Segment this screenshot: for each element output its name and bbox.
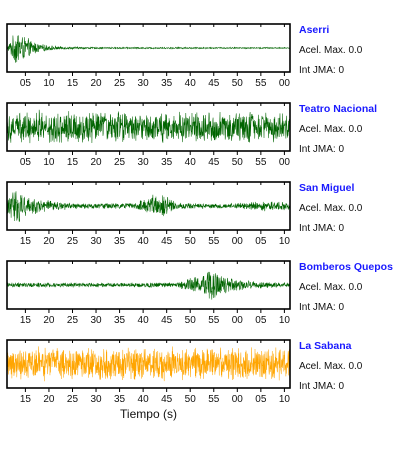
x-tick-label: 30 bbox=[138, 78, 150, 89]
x-tick-label: 05 bbox=[20, 157, 32, 168]
x-tick-label: 50 bbox=[185, 315, 197, 326]
x-tick-label: 00 bbox=[279, 157, 291, 168]
max-accel-label: Acel. Max. 0.0 bbox=[299, 282, 363, 293]
x-tick-label: 20 bbox=[43, 315, 55, 326]
x-tick-label: 40 bbox=[185, 78, 197, 89]
waveform-trace-1 bbox=[6, 35, 291, 63]
x-tick-label: 15 bbox=[20, 315, 32, 326]
panel-frame-4 bbox=[6, 260, 291, 310]
x-tick-label: 00 bbox=[232, 236, 244, 247]
x-tick-label: 20 bbox=[43, 394, 55, 405]
x-tick-label: 10 bbox=[279, 236, 291, 247]
x-tick-label: 55 bbox=[255, 157, 267, 168]
max-accel-label: Acel. Max. 0.0 bbox=[299, 361, 363, 372]
jma-intensity-label: Int JMA: 0 bbox=[299, 381, 344, 392]
x-tick-label: 05 bbox=[255, 315, 267, 326]
station-name: Aserri bbox=[299, 24, 329, 36]
waveform-trace-2 bbox=[6, 109, 291, 144]
x-tick-label: 30 bbox=[138, 157, 150, 168]
x-tick-label: 55 bbox=[208, 236, 220, 247]
x-tick-label: 50 bbox=[232, 157, 244, 168]
x-tick-label: 50 bbox=[185, 236, 197, 247]
x-tick-label: 05 bbox=[255, 236, 267, 247]
x-tick-label: 35 bbox=[114, 315, 126, 326]
x-tick-label: 55 bbox=[208, 315, 220, 326]
x-tick-label: 40 bbox=[138, 315, 150, 326]
x-tick-label: 50 bbox=[232, 78, 244, 89]
x-tick-label: 15 bbox=[67, 157, 79, 168]
x-tick-label: 35 bbox=[114, 394, 126, 405]
x-tick-label: 55 bbox=[208, 394, 220, 405]
panel-frame-5 bbox=[6, 339, 291, 389]
waveform-trace-3 bbox=[6, 191, 291, 222]
x-tick-label: 30 bbox=[90, 315, 102, 326]
x-tick-label: 20 bbox=[90, 78, 102, 89]
station-name: San Miguel bbox=[299, 182, 355, 194]
x-tick-label: 30 bbox=[90, 236, 102, 247]
station-name: La Sabana bbox=[299, 340, 352, 352]
x-tick-label: 20 bbox=[43, 236, 55, 247]
x-tick-label: 25 bbox=[114, 78, 126, 89]
x-tick-label: 45 bbox=[161, 394, 173, 405]
x-tick-label: 10 bbox=[43, 78, 55, 89]
station-name: Bomberos Quepos bbox=[299, 261, 393, 273]
max-accel-label: Acel. Max. 0.0 bbox=[299, 124, 363, 135]
x-tick-label: 10 bbox=[279, 394, 291, 405]
station-name: Teatro Nacional bbox=[299, 103, 377, 115]
x-tick-label: 40 bbox=[138, 394, 150, 405]
x-tick-label: 25 bbox=[67, 315, 79, 326]
x-tick-label: 10 bbox=[279, 315, 291, 326]
panel-5: 15 20 25 30 35 40 45 50 55 00 05 10 La Sabana Acel. M… bbox=[6, 339, 363, 405]
panel-3: 15 20 25 30 35 40 45 50 55 00 05 10 San Miguel Acel. … bbox=[6, 181, 363, 247]
x-tick-label: 45 bbox=[208, 78, 220, 89]
x-tick-label: 25 bbox=[67, 394, 79, 405]
x-tick-label: 05 bbox=[255, 394, 267, 405]
x-tick-label: 45 bbox=[208, 157, 220, 168]
x-tick-label: 40 bbox=[138, 236, 150, 247]
jma-intensity-label: Int JMA: 0 bbox=[299, 65, 344, 76]
x-tick-label: 45 bbox=[161, 315, 173, 326]
x-tick-label: 05 bbox=[20, 78, 32, 89]
panel-frame-3 bbox=[6, 181, 291, 231]
x-tick-label: 30 bbox=[90, 394, 102, 405]
waveform-trace-4 bbox=[6, 271, 291, 300]
x-tick-label: 00 bbox=[232, 315, 244, 326]
x-tick-label: 15 bbox=[20, 394, 32, 405]
x-tick-label: 15 bbox=[67, 78, 79, 89]
x-tick-label: 00 bbox=[279, 78, 291, 89]
x-tick-label: 55 bbox=[255, 78, 267, 89]
x-axis-title: Tiempo (s) bbox=[120, 407, 177, 421]
x-tick-label: 20 bbox=[90, 157, 102, 168]
x-tick-label: 25 bbox=[114, 157, 126, 168]
panel-frame-1 bbox=[6, 23, 291, 73]
max-accel-label: Acel. Max. 0.0 bbox=[299, 45, 363, 56]
x-tick-label: 40 bbox=[185, 157, 197, 168]
x-tick-label: 10 bbox=[43, 157, 55, 168]
x-tick-label: 45 bbox=[161, 236, 173, 247]
panel-4: 15 20 25 30 35 40 45 50 55 00 05 10 Bomberos Quepos A… bbox=[6, 260, 393, 326]
x-tick-label: 35 bbox=[161, 157, 173, 168]
jma-intensity-label: Int JMA: 0 bbox=[299, 223, 344, 234]
panel-frame-2 bbox=[6, 102, 291, 152]
x-tick-label: 15 bbox=[20, 236, 32, 247]
x-tick-label: 35 bbox=[114, 236, 126, 247]
waveform-trace-5 bbox=[6, 346, 291, 382]
jma-intensity-label: Int JMA: 0 bbox=[299, 302, 344, 313]
x-tick-label: 00 bbox=[232, 394, 244, 405]
x-tick-label: 50 bbox=[185, 394, 197, 405]
x-tick-label: 25 bbox=[67, 236, 79, 247]
jma-intensity-label: Int JMA: 0 bbox=[299, 144, 344, 155]
panel-2: 05 10 15 20 25 30 35 40 45 50 55 00 Teatro Nacional A… bbox=[6, 102, 377, 168]
max-accel-label: Acel. Max. 0.0 bbox=[299, 203, 363, 214]
panel-1: 05 10 15 20 25 30 35 40 45 50 55 00 Aserri Acel. Max.… bbox=[6, 23, 363, 89]
x-tick-label: 35 bbox=[161, 78, 173, 89]
